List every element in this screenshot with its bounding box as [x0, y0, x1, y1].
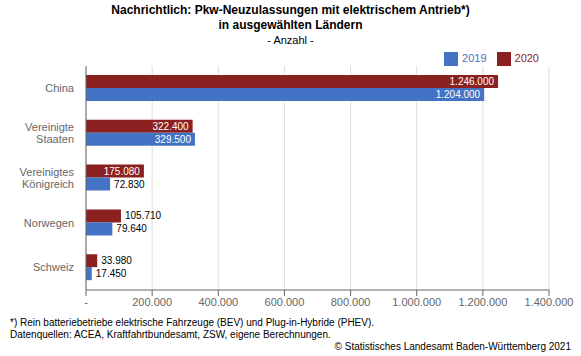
svg-text:17.450: 17.450 [96, 268, 127, 279]
svg-text:600.000: 600.000 [265, 296, 305, 308]
svg-text:1.246.000: 1.246.000 [450, 76, 495, 87]
svg-text:-: - [84, 296, 88, 308]
svg-text:VereinigteStaaten: VereinigteStaaten [25, 121, 74, 145]
svg-text:105.710: 105.710 [125, 210, 162, 221]
svg-text:33.980: 33.980 [101, 255, 132, 266]
html-text:- Anzahl -: - Anzahl - [267, 34, 314, 46]
svg-text:175.080: 175.080 [104, 166, 141, 177]
svg-text:1.000.000: 1.000.000 [392, 296, 441, 308]
svg-text:1.400.000: 1.400.000 [525, 296, 573, 308]
html-text:in ausgewählten Ländern: in ausgewählten Ländern [218, 18, 363, 32]
svg-text:800.000: 800.000 [331, 296, 371, 308]
svg-text:Norwegen: Norwegen [24, 217, 74, 229]
svg-text:400.000: 400.000 [198, 296, 238, 308]
svg-text:1.200.000: 1.200.000 [458, 296, 507, 308]
svg-text:200.000: 200.000 [132, 296, 172, 308]
svg-text:1.204.000: 1.204.000 [436, 89, 481, 100]
svg-text:329.500: 329.500 [155, 134, 192, 145]
svg-text:79.640: 79.640 [116, 223, 147, 234]
html-text:2019: 2019 [462, 52, 487, 64]
html-text:© Statistisches Landesamt Bade: © Statistisches Landesamt Baden-Württemb… [334, 341, 571, 352]
svg-text:VereinigtesKönigreich: VereinigtesKönigreich [20, 166, 75, 190]
html-text:*) Rein batteriebetriebe elekt: *) Rein batteriebetriebe elektrische Fah… [10, 317, 375, 328]
svg-text:China: China [45, 82, 75, 94]
html-text:2020: 2020 [514, 52, 539, 64]
html-text:Datenquellen: ACEA, Kraftfahrt: Datenquellen: ACEA, Kraftfahrtbundesamt,… [10, 329, 331, 340]
html-text:Nachrichtlich: Pkw-Neuzulassun: Nachrichtlich: Pkw-Neuzulassungen mit el… [111, 3, 470, 17]
svg-text:322.400: 322.400 [152, 121, 189, 132]
svg-text:72.830: 72.830 [114, 179, 145, 190]
svg-text:Schweiz: Schweiz [33, 261, 74, 273]
